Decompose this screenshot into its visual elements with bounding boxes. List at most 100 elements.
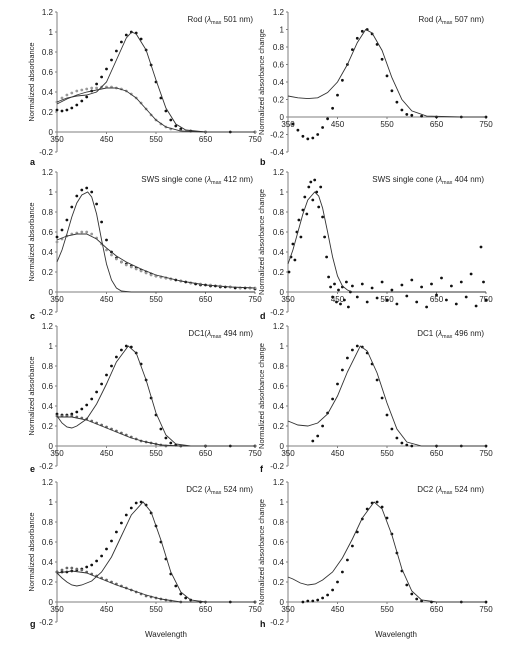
data-point [95, 82, 98, 86]
data-point [400, 441, 404, 445]
data-point [309, 180, 313, 184]
title-part: Rod ( [419, 15, 439, 24]
data-point [110, 253, 113, 257]
y-tick-label: -0.4 [270, 148, 284, 157]
y-tick-label: 1 [49, 188, 54, 197]
y-tick-label: 0.6 [42, 228, 54, 237]
data-point [450, 284, 453, 288]
y-tick-label: 1.2 [42, 168, 54, 177]
y-tick-label: 0 [280, 598, 285, 607]
data-point [60, 109, 64, 113]
data-point [80, 88, 84, 92]
panel-e: e Normalized absorbance -0.2 0 0.2 0.4 0.6 0.… [27, 322, 262, 474]
y-tick-label: 1 [280, 498, 285, 507]
y-tick-label: 1.2 [273, 322, 285, 331]
title-part: DC2 ( [186, 485, 207, 494]
data-point [95, 390, 98, 394]
data-point [415, 300, 419, 304]
y-tick-label: 1 [280, 188, 285, 197]
x-tick-label: 750 [479, 120, 493, 129]
data-point [355, 344, 359, 348]
title-part: 501 nm) [221, 15, 253, 24]
template-fit-line [56, 345, 255, 447]
data-point [134, 501, 138, 505]
data-point [299, 235, 303, 239]
template-fit-line [56, 31, 255, 133]
data-point [395, 302, 399, 306]
data-point [459, 280, 463, 284]
data-point [291, 242, 295, 246]
y-tick-label: 0.4 [273, 402, 285, 411]
x-tick-label: 350 [281, 605, 295, 614]
data-point [385, 74, 389, 78]
template-fit-line [287, 191, 486, 293]
data-point [287, 270, 291, 274]
data-point [341, 570, 344, 574]
title-lambda: λ [437, 175, 442, 184]
data-point [179, 127, 183, 131]
data-point [415, 597, 419, 601]
data-point [327, 275, 330, 279]
data-point [291, 122, 295, 126]
x-tick-label: 350 [50, 605, 64, 614]
data-point [80, 407, 84, 411]
data-point [75, 410, 79, 414]
y-tick-label: 0 [280, 113, 285, 122]
data-point [100, 554, 103, 558]
title-part: 494 nm) [221, 329, 253, 338]
data-point [115, 257, 118, 261]
data-point [75, 567, 79, 571]
panel-letter: h [260, 619, 266, 629]
ylabel: Normalized absorbance [27, 356, 36, 435]
x-tick-label: 650 [199, 449, 213, 458]
data-point [469, 272, 473, 276]
panel-letter: a [30, 157, 36, 167]
data-point [301, 600, 305, 604]
data-point [139, 500, 143, 504]
x-tick-label: 550 [149, 449, 163, 458]
data-point [306, 137, 310, 141]
data-point [351, 48, 354, 51]
y-tick-label: 0.2 [42, 422, 54, 431]
data-point [345, 280, 348, 284]
x-tick-label: 450 [331, 120, 345, 129]
data-point [124, 513, 128, 517]
template-fit-line [287, 501, 486, 603]
data-point [115, 530, 118, 534]
y-tick-label: 0.6 [42, 382, 54, 391]
y-tick-label: -0.2 [39, 148, 53, 157]
x-tick-label: 650 [430, 449, 444, 458]
data-point [360, 29, 364, 33]
y-tick-label: 0.2 [273, 578, 285, 587]
data-point [164, 109, 168, 113]
data-point [75, 89, 79, 93]
data-point [405, 583, 409, 587]
chart-title: Rod (λmax 507 nm) [419, 15, 485, 26]
ylabel: Normalized absorbance change [257, 343, 266, 449]
data-point [484, 298, 488, 302]
data-point [65, 93, 69, 97]
y-tick-label: 0 [280, 442, 285, 451]
data-point [355, 36, 359, 40]
data-point [70, 205, 74, 209]
y-tick-label: -0.2 [270, 462, 284, 471]
data-point [85, 230, 89, 234]
x-tick-label: 450 [100, 295, 114, 304]
data-point [55, 235, 59, 239]
ylabel: Normalized absorbance [27, 42, 36, 121]
data-point [80, 188, 84, 192]
data-point [325, 255, 328, 259]
data-point [159, 427, 163, 431]
x-tick-label: 750 [248, 449, 262, 458]
data-point [169, 441, 173, 445]
panel-letter: c [30, 311, 35, 321]
data-point [333, 282, 336, 286]
data-point [307, 185, 311, 189]
data-point [425, 305, 428, 309]
data-point [85, 565, 89, 569]
data-point [319, 185, 323, 189]
data-point [100, 220, 103, 224]
data-point [336, 382, 339, 386]
panel-c: c Normalized absorbance -0.2 0 0.2 0.4 0.6 0.… [27, 168, 262, 321]
title-subscript: max [211, 334, 222, 340]
